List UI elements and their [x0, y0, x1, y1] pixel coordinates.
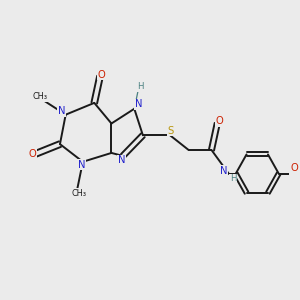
Text: O: O [216, 116, 224, 126]
Text: H: H [137, 82, 143, 91]
Text: N: N [135, 99, 142, 110]
Text: CH₃: CH₃ [32, 92, 47, 101]
Text: N: N [78, 160, 85, 170]
Text: CH₃: CH₃ [71, 189, 86, 198]
Text: O: O [290, 163, 298, 173]
Text: S: S [168, 126, 174, 136]
Text: N: N [118, 155, 125, 165]
Text: H: H [230, 174, 236, 183]
Text: N: N [58, 106, 65, 116]
Text: O: O [29, 149, 37, 159]
Text: O: O [98, 70, 105, 80]
Text: N: N [220, 166, 227, 176]
